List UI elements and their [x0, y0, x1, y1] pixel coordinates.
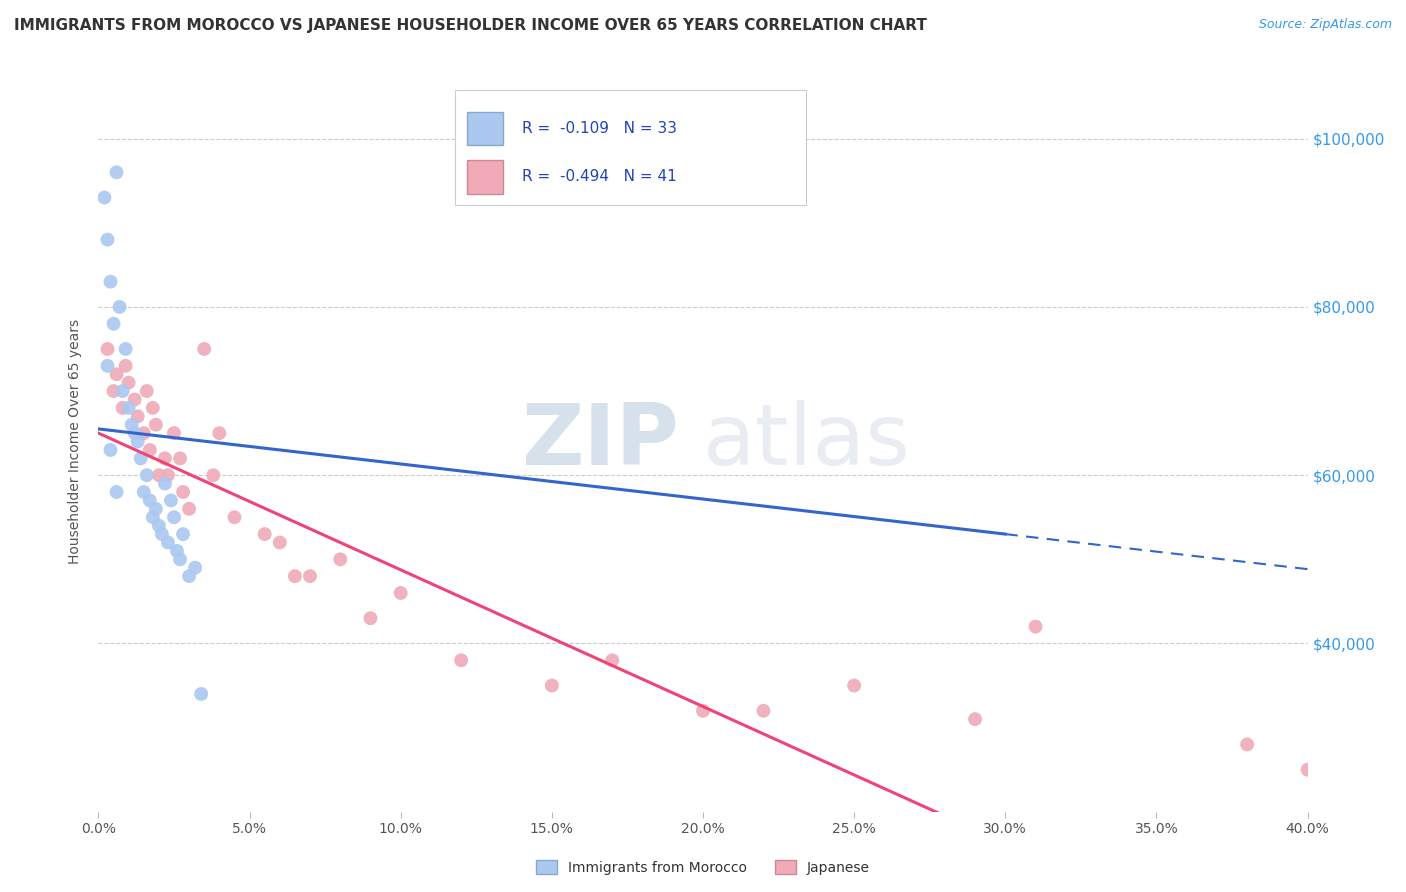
- Point: [163, 510, 186, 524]
- Point: [118, 401, 141, 415]
- Point: [124, 392, 146, 407]
- Point: [139, 442, 162, 457]
- Point: [156, 468, 179, 483]
- FancyBboxPatch shape: [456, 90, 806, 204]
- Point: [142, 510, 165, 524]
- Point: [1024, 620, 1046, 634]
- Point: [360, 611, 382, 625]
- Point: [1236, 738, 1258, 752]
- Point: [208, 426, 231, 441]
- Point: [135, 468, 157, 483]
- Point: [202, 468, 225, 483]
- Point: [253, 527, 276, 541]
- Point: [169, 552, 191, 566]
- Point: [124, 426, 146, 441]
- Text: atlas: atlas: [703, 400, 911, 483]
- Point: [105, 368, 128, 382]
- Point: [692, 704, 714, 718]
- Point: [299, 569, 322, 583]
- Point: [329, 552, 352, 566]
- Point: [135, 384, 157, 398]
- Point: [127, 409, 149, 424]
- Point: [93, 190, 115, 204]
- Point: [111, 384, 134, 398]
- Point: [114, 342, 136, 356]
- Point: [602, 653, 624, 667]
- Point: [160, 493, 183, 508]
- Point: [139, 493, 162, 508]
- Point: [965, 712, 987, 726]
- Point: [100, 442, 122, 457]
- Point: [153, 451, 176, 466]
- FancyBboxPatch shape: [467, 112, 503, 145]
- Point: [540, 679, 562, 693]
- Point: [284, 569, 307, 583]
- Text: R =  -0.494   N = 41: R = -0.494 N = 41: [522, 169, 676, 185]
- Point: [172, 485, 194, 500]
- Point: [184, 560, 207, 574]
- FancyBboxPatch shape: [467, 161, 503, 194]
- Point: [127, 434, 149, 449]
- Point: [111, 401, 134, 415]
- Text: Source: ZipAtlas.com: Source: ZipAtlas.com: [1258, 18, 1392, 31]
- Point: [172, 527, 194, 541]
- Point: [129, 451, 152, 466]
- Point: [224, 510, 246, 524]
- Point: [100, 275, 122, 289]
- Point: [105, 165, 128, 179]
- Point: [844, 679, 866, 693]
- Point: [752, 704, 775, 718]
- Point: [156, 535, 179, 549]
- Point: [163, 426, 186, 441]
- Point: [108, 300, 131, 314]
- Point: [148, 518, 170, 533]
- Point: [118, 376, 141, 390]
- Point: [150, 527, 173, 541]
- Point: [145, 501, 167, 516]
- Point: [179, 569, 201, 583]
- Point: [132, 485, 155, 500]
- Text: ZIP: ZIP: [522, 400, 679, 483]
- Point: [96, 342, 118, 356]
- Point: [103, 317, 125, 331]
- Point: [153, 476, 176, 491]
- Point: [96, 359, 118, 373]
- Point: [389, 586, 412, 600]
- Point: [103, 384, 125, 398]
- Point: [190, 687, 212, 701]
- Point: [142, 401, 165, 415]
- Legend: Immigrants from Morocco, Japanese: Immigrants from Morocco, Japanese: [530, 855, 876, 880]
- Point: [166, 544, 188, 558]
- Point: [269, 535, 291, 549]
- Point: [132, 426, 155, 441]
- Text: IMMIGRANTS FROM MOROCCO VS JAPANESE HOUSEHOLDER INCOME OVER 65 YEARS CORRELATION: IMMIGRANTS FROM MOROCCO VS JAPANESE HOUS…: [14, 18, 927, 33]
- Point: [169, 451, 191, 466]
- Point: [145, 417, 167, 432]
- Point: [105, 485, 128, 500]
- Point: [450, 653, 472, 667]
- Point: [193, 342, 215, 356]
- Text: R =  -0.109   N = 33: R = -0.109 N = 33: [522, 121, 676, 136]
- Point: [179, 501, 201, 516]
- Y-axis label: Householder Income Over 65 years: Householder Income Over 65 years: [69, 319, 83, 564]
- Point: [96, 233, 118, 247]
- Point: [1296, 763, 1319, 777]
- Point: [148, 468, 170, 483]
- Point: [114, 359, 136, 373]
- Point: [121, 417, 143, 432]
